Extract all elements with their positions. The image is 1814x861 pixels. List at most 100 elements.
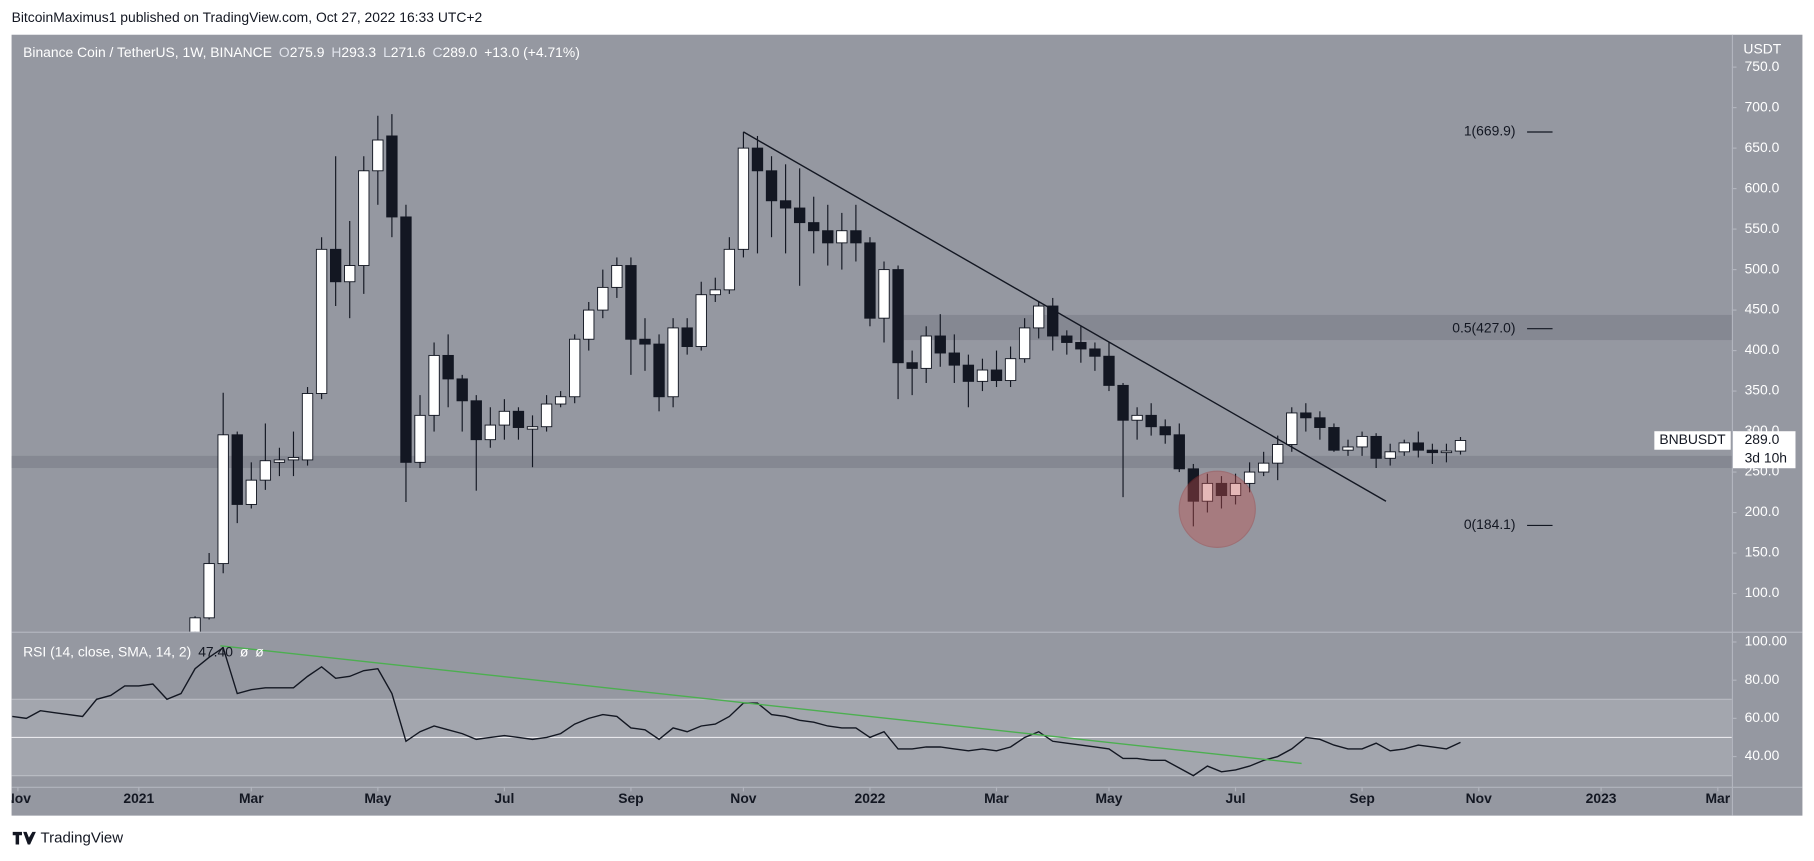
- rsi-line: [12, 646, 1461, 777]
- candle-body: [1370, 435, 1382, 459]
- candle-body: [779, 200, 792, 209]
- y-tick-label: 600.0: [1745, 179, 1780, 195]
- candle-body: [1159, 426, 1171, 436]
- rsi-trendline: [220, 645, 1302, 765]
- candle-body: [639, 338, 651, 345]
- y-tick-label: 40.00: [1745, 747, 1780, 763]
- value-axes: 100.0150.0200.0250.0300.0350.0400.0450.0…: [1654, 58, 1796, 763]
- candle-body: [1328, 427, 1340, 451]
- trendline: [743, 131, 1387, 502]
- candle-body: [836, 230, 848, 244]
- candle-body: [934, 335, 946, 354]
- ohlc-value: 275.9: [290, 44, 325, 60]
- ohlc-value: 293.3: [341, 44, 376, 60]
- candle-body: [1272, 444, 1284, 464]
- logo-icon: [12, 831, 36, 845]
- candle-body: [1131, 414, 1143, 421]
- candle-body: [259, 460, 272, 481]
- candle-body: [681, 327, 693, 347]
- x-tick-label: Sep: [618, 790, 643, 806]
- candle-body: [808, 222, 820, 232]
- symbol: Binance Coin / TetherUS, 1W, BINANCE: [23, 44, 272, 60]
- x-tick-label: 2021: [123, 790, 154, 806]
- y-tick-label: 500.0: [1745, 260, 1780, 276]
- legend-line: Binance Coin / TetherUS, 1W, BINANCE O275…: [23, 44, 580, 60]
- candle-body: [400, 216, 412, 463]
- candle-body: [1300, 412, 1312, 419]
- fib-label: 0.5(427.0): [1452, 319, 1515, 335]
- published-line: BitcoinMaximus1 published on TradingView…: [12, 9, 483, 25]
- candle-body: [569, 338, 581, 398]
- ohlc-value: 271.6: [391, 44, 426, 60]
- candle-body: [976, 369, 989, 382]
- candle-body: [1257, 462, 1270, 473]
- candle-body: [906, 362, 918, 369]
- candle-body: [583, 309, 595, 340]
- candle-body: [1145, 414, 1157, 428]
- candle-body: [920, 335, 932, 369]
- x-tick-label: 2022: [855, 790, 886, 806]
- candle-body: [372, 139, 384, 172]
- candle-body: [962, 364, 975, 382]
- last-price: 289.0: [1745, 431, 1780, 447]
- candle-body: [526, 426, 539, 430]
- ohlc-value: 289.0: [443, 44, 478, 60]
- candle-body: [315, 248, 328, 394]
- candle-body: [990, 369, 1003, 382]
- candle-body: [386, 135, 398, 218]
- brand-logo: TradingView: [12, 830, 123, 847]
- candle-body: [344, 265, 356, 283]
- x-tick-label: Mar: [1705, 790, 1730, 806]
- candle-body: [765, 170, 778, 202]
- y-tick-label: 650.0: [1745, 139, 1780, 155]
- change: +13.0 (+4.71%): [484, 44, 580, 60]
- candle-body: [1117, 384, 1129, 421]
- candle-body: [203, 563, 215, 619]
- candle-body: [442, 354, 454, 380]
- candle-body: [1440, 450, 1453, 454]
- candle-body: [1286, 412, 1298, 445]
- candle-body: [1342, 446, 1354, 451]
- candle-body: [301, 393, 314, 461]
- candle-body: [878, 269, 890, 319]
- x-tick-label: May: [364, 790, 391, 806]
- x-tick-label: 2023: [1586, 790, 1617, 806]
- candle-body: [1018, 327, 1031, 360]
- fib-label: 0(184.1): [1464, 516, 1516, 532]
- ohlc-key: C: [432, 44, 442, 60]
- x-tick-label: Mar: [239, 790, 264, 806]
- candle-body: [625, 265, 637, 340]
- candle-body: [793, 207, 806, 224]
- y-tick-label: 60.00: [1745, 709, 1780, 725]
- candle-body: [892, 269, 904, 364]
- currency-label: USDT: [1743, 40, 1781, 56]
- price-pane: 1(669.9) 0.5(427.0) 0(184.1): [11, 114, 1732, 632]
- y-tick-label: 350.0: [1745, 382, 1780, 398]
- candle-body: [737, 147, 750, 250]
- candle-body: [273, 459, 286, 463]
- ohlc-key: L: [383, 44, 391, 60]
- candle-body: [245, 479, 257, 505]
- y-tick-label: 100.0: [1745, 584, 1780, 600]
- candle-body: [1075, 342, 1087, 350]
- symbol-tag: BNBUSDT: [1659, 431, 1726, 447]
- candle-body: [217, 434, 229, 565]
- x-tick-label: Nov: [1466, 790, 1492, 806]
- x-tick-label: Mar: [984, 790, 1009, 806]
- rsi-pane: [11, 645, 1732, 777]
- countdown: 3d 10h: [1745, 450, 1787, 466]
- y-tick-label: 80.00: [1745, 671, 1780, 687]
- y-tick-label: 750.0: [1745, 58, 1780, 74]
- candle-body: [864, 242, 876, 319]
- y-tick-label: 400.0: [1745, 341, 1780, 357]
- rsi-legend: RSI (14, close, SMA, 14, 2) 47.40 ø ø: [23, 643, 264, 659]
- candle-body: [189, 617, 201, 632]
- y-tick-label: 100.00: [1745, 633, 1788, 649]
- candle-body: [554, 396, 567, 405]
- x-tick-label: Nov: [5, 790, 31, 806]
- last-price-bg: [1733, 431, 1796, 469]
- rsi-title: RSI (14, close, SMA, 14, 2): [23, 643, 191, 659]
- candle-body: [751, 147, 764, 172]
- candle-body: [709, 289, 721, 296]
- y-tick-label: 450.0: [1745, 301, 1780, 317]
